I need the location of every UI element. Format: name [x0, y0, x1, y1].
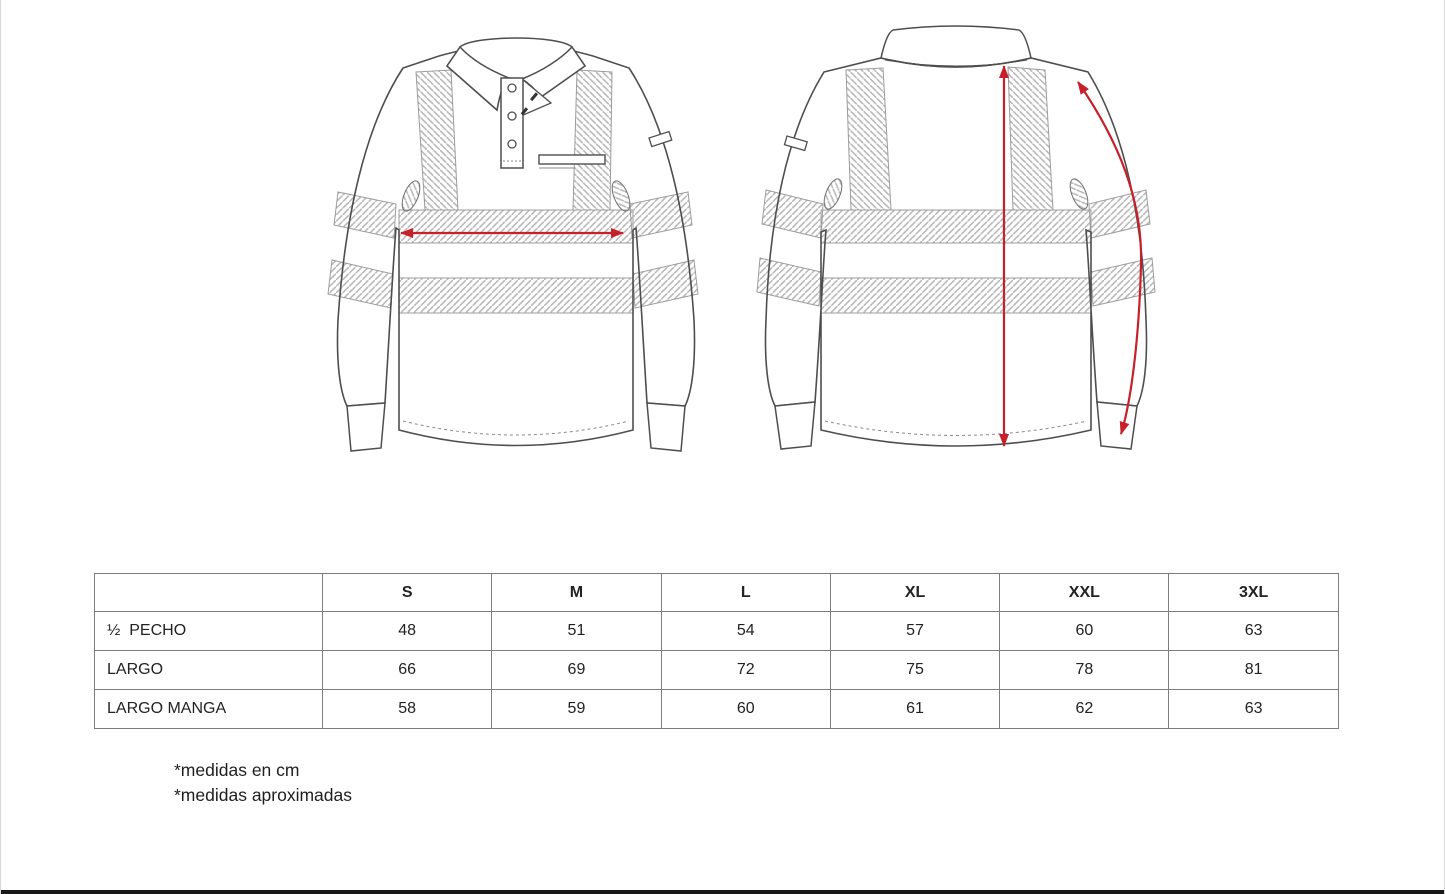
size-column-header: 3XL	[1168, 573, 1339, 612]
note-units: *medidas en cm	[174, 760, 300, 780]
back-hem-stitch-line	[824, 420, 1088, 436]
front-cuffs	[346, 402, 686, 452]
sleeve-pen-pocket	[648, 130, 673, 148]
front-underarm-gussets	[401, 180, 631, 212]
row-label-sleeve-length: LARGO MANGA	[94, 689, 323, 729]
back-garment-technical-drawing	[756, 25, 1156, 450]
footnotes: *medidas en cm *medidas aproximadas	[174, 758, 352, 808]
size-value-cell: 63	[1168, 611, 1339, 651]
size-value-cell: 60	[660, 689, 831, 729]
front-reflective-stripes	[327, 69, 699, 314]
table-row-length: LARGO 66 69 72 75 78 81	[94, 650, 1339, 690]
size-column-header: S	[321, 573, 493, 612]
chest-pocket	[538, 154, 606, 169]
sleeve-length-measure-arrow	[1077, 81, 1143, 435]
size-value-cell: 62	[999, 689, 1170, 729]
size-value-cell: 54	[660, 611, 831, 651]
front-garment-technical-drawing	[327, 37, 699, 452]
corner-cell	[94, 573, 323, 612]
size-column-header: M	[491, 573, 662, 612]
size-value-cell: 58	[321, 689, 493, 729]
size-value-cell: 61	[829, 689, 1001, 729]
size-value-cell: 63	[1168, 689, 1339, 729]
size-column-header: XL	[829, 573, 1001, 612]
size-value-cell: 66	[321, 650, 493, 690]
size-value-cell: 51	[491, 611, 662, 651]
note-approx: *medidas aproximadas	[174, 785, 353, 805]
size-value-cell: 78	[999, 650, 1170, 690]
size-column-header: L	[660, 573, 831, 612]
table-row-half-chest: ½ PECHO 48 51 54 57 60 63	[94, 611, 1339, 651]
row-label-half-chest: ½ PECHO	[94, 611, 323, 651]
size-value-cell: 59	[491, 689, 662, 729]
back-sleeve-pen-pocket	[783, 135, 808, 152]
bottom-rule	[1, 890, 1444, 894]
size-table: S M L XL XXL 3XL ½ PECHO 48 51 54 57 60 …	[94, 573, 1339, 729]
size-value-cell: 48	[321, 611, 493, 651]
size-column-header: XXL	[999, 573, 1170, 612]
front-hem-stitch-line	[402, 420, 630, 436]
size-table-header-row: S M L XL XXL 3XL	[94, 573, 1339, 612]
size-value-cell: 69	[491, 650, 662, 690]
row-label-length: LARGO	[94, 650, 323, 690]
back-collar	[880, 25, 1032, 68]
back-garment-outline	[765, 58, 1147, 446]
size-value-cell: 75	[829, 650, 1001, 690]
table-row-sleeve-length: LARGO MANGA 58 59 60 61 62 63	[94, 689, 1339, 729]
size-value-cell: 57	[829, 611, 1001, 651]
size-value-cell: 81	[1168, 650, 1339, 690]
polo-buttons	[507, 83, 517, 149]
front-placket	[500, 77, 553, 169]
size-value-cell: 72	[660, 650, 831, 690]
size-value-cell: 60	[999, 611, 1170, 651]
